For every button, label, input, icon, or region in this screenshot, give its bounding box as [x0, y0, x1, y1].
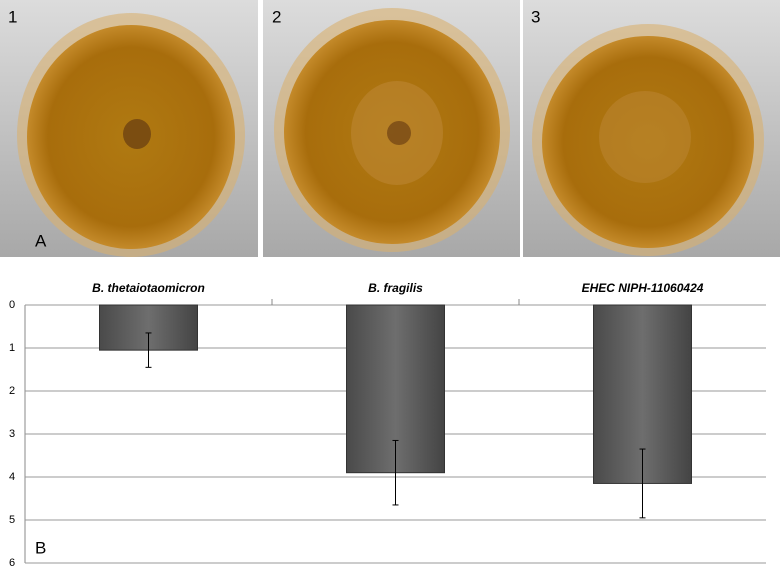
y-tick-label: 5 [9, 514, 15, 526]
y-tick-label: 6 [9, 557, 15, 569]
y-tick-label: 2 [9, 385, 15, 397]
photo-label: 3 [531, 7, 540, 26]
photo-label: 2 [272, 7, 281, 26]
y-tick-label: 4 [9, 471, 15, 483]
panel-label: B [35, 538, 46, 557]
photos [0, 0, 780, 257]
panel-label: A [35, 231, 47, 250]
category-label: B. thetaiotaomicron [92, 281, 205, 295]
y-tick-label: 1 [9, 342, 15, 354]
y-tick-label: 0 [9, 299, 15, 311]
y-tick-label: 3 [9, 428, 15, 440]
category-label: EHEC NIPH-11060424 [582, 281, 704, 295]
category-label: B. fragilis [368, 281, 423, 295]
photo-label: 1 [8, 7, 17, 26]
